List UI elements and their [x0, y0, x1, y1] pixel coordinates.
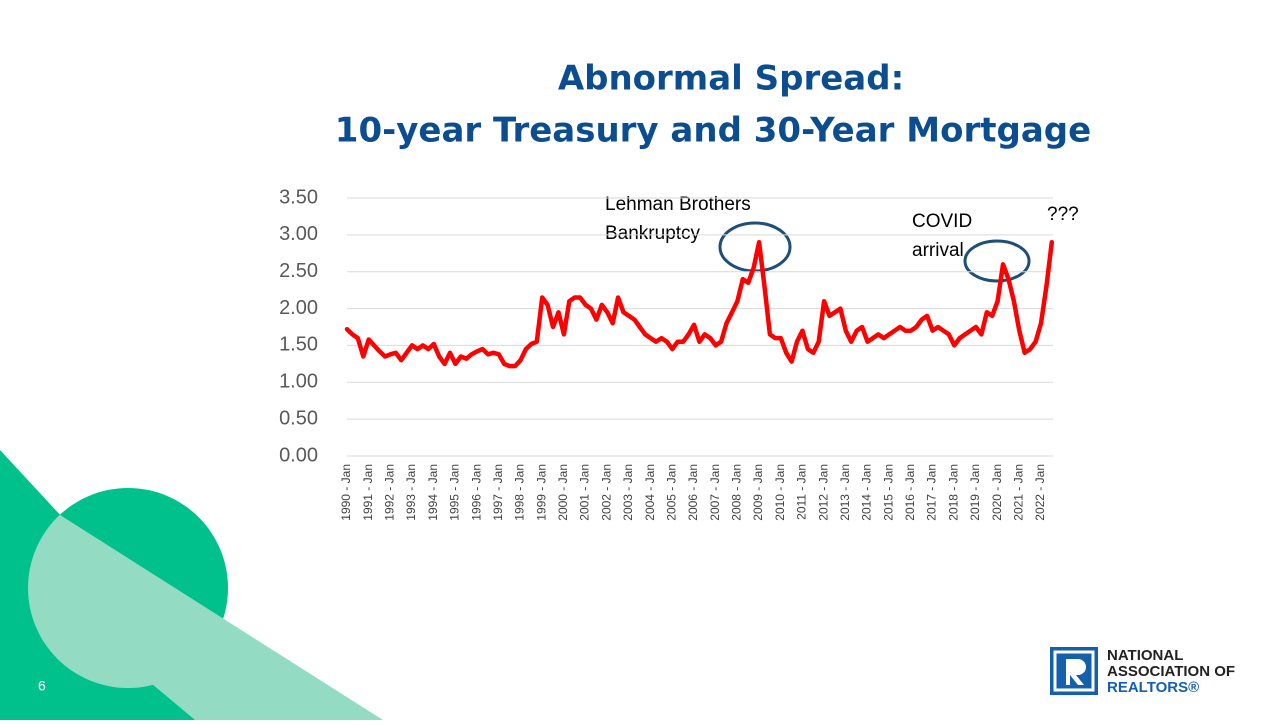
x-tick-label: 2008 - Jan [730, 464, 744, 521]
title-line: 10-year Treasury and 30-Year Mortgage [335, 111, 1091, 151]
x-tick-label: 2019 - Jan [968, 464, 982, 521]
x-tick-label: 2003 - Jan [621, 464, 635, 521]
y-tick-label: 0.00 [279, 444, 318, 466]
x-tick-label: 2017 - Jan [925, 464, 939, 521]
x-tick-label: 1993 - Jan [404, 464, 418, 521]
decoration [0, 450, 383, 720]
x-tick-label: 2021 - Jan [1011, 464, 1025, 521]
x-tick-label: 2004 - Jan [643, 464, 657, 521]
annotation: Lehman Brothers [605, 194, 751, 215]
x-tick-label: 2018 - Jan [946, 464, 960, 521]
y-tick-label: 3.50 [279, 186, 318, 208]
slide-number: 6 [38, 678, 46, 694]
annotation: ??? [1047, 204, 1079, 225]
y-tick-label: 3.00 [279, 223, 318, 245]
x-tick-label: 1994 - Jan [426, 464, 440, 521]
annotation: Bankruptcy [605, 223, 701, 244]
logo-text: ASSOCIATION OF [1107, 663, 1235, 680]
x-tick-label: 2007 - Jan [708, 464, 722, 521]
x-tick-label: 2014 - Jan [860, 464, 874, 521]
x-tick-label: 2002 - Jan [599, 464, 613, 521]
annotation: COVID [912, 211, 972, 232]
logo: NATIONAL ASSOCIATION OF REALTORS® [1050, 647, 1235, 696]
y-tick-label: 2.50 [279, 260, 318, 282]
x-tick-label: 2009 - Jan [751, 464, 765, 521]
x-tick-label: 2012 - Jan [816, 464, 830, 521]
logo-r [1066, 659, 1086, 685]
highlight-circle [963, 239, 1031, 283]
x-tick-label: 2011 - Jan [795, 464, 809, 520]
x-tick-label: 1999 - Jan [534, 464, 548, 521]
x-tick-label: 2010 - Jan [773, 464, 787, 521]
x-tick-label: 2001 - Jan [578, 464, 592, 521]
x-tick-label: 1998 - Jan [513, 464, 527, 521]
x-tick-label: 1995 - Jan [448, 464, 462, 521]
title-line: Abnormal Spread: [558, 59, 904, 99]
y-tick-label: 1.00 [279, 371, 318, 393]
plot: 0.00 0.50 1.00 1.50 2.00 2.50 3.00 3.50 1990 - J… [279, 186, 1055, 521]
y-tick-label: 0.50 [279, 407, 318, 429]
logo-text: REALTORS® [1107, 679, 1199, 696]
x-tick-label: 1990 - Jan [339, 464, 353, 521]
logo-text: NATIONAL [1107, 647, 1183, 664]
x-tick-label: 2016 - Jan [903, 464, 917, 521]
light-shape [40, 515, 383, 720]
highlight-circle [718, 221, 792, 273]
x-tick-label: 2000 - Jan [556, 464, 570, 521]
y-tick-label: 1.50 [279, 334, 318, 356]
x-tick-label: 2005 - Jan [664, 464, 678, 521]
x-tick-label: 2013 - Jan [838, 464, 852, 521]
x-tick-label: 2020 - Jan [990, 464, 1004, 521]
x-tick-label: 1997 - Jan [491, 464, 505, 521]
x-tick-label: 1991 - Jan [361, 464, 375, 521]
x-tick-label: 2022 - Jan [1033, 464, 1047, 521]
logo-frame [1053, 650, 1095, 692]
x-tick-label: 1992 - Jan [383, 464, 397, 521]
x-tick-label: 2006 - Jan [686, 464, 700, 521]
x-tick-label: 2015 - Jan [881, 464, 895, 521]
x-tick-label: 1996 - Jan [469, 464, 483, 521]
data-line [344, 239, 1055, 369]
y-tick-label: 2.00 [279, 297, 318, 319]
annotation: arrival [912, 240, 964, 261]
